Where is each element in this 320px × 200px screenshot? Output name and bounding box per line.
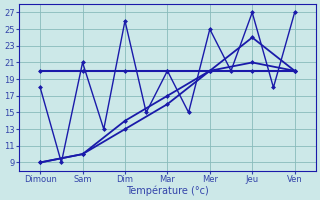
- X-axis label: Température (°c): Température (°c): [126, 185, 209, 196]
